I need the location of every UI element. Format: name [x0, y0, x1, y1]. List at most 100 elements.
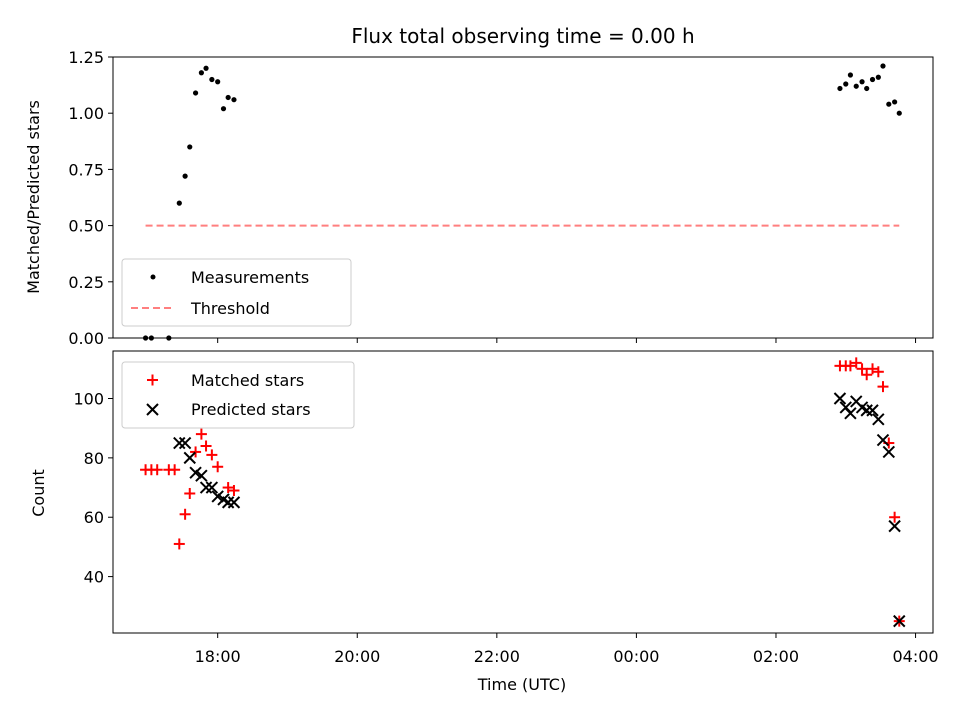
measurement-point [853, 83, 859, 89]
matched-star-point [151, 464, 163, 476]
bottom-x-tick-label: 04:00 [892, 647, 938, 666]
predicted-star-point [221, 496, 235, 509]
predicted-star-point [860, 404, 873, 417]
bottom-legend-box [121, 361, 355, 429]
top-panel: 0.00 0.25 0.50 0.75 1.00 1.25 Matched/Predict… [24, 48, 934, 348]
predicted-star-point [227, 496, 241, 509]
legend-matched-marker [147, 374, 158, 386]
matched-star-point [228, 485, 240, 497]
measurement-point [231, 97, 237, 103]
measurement-point [203, 65, 209, 71]
matched-star-point [222, 482, 234, 494]
bottom-legend: Matched stars Predicted stars [121, 361, 355, 429]
matched-star-point [856, 363, 868, 375]
predicted-star-point [833, 392, 847, 405]
measurement-point [198, 70, 204, 76]
matched-star-point [844, 360, 856, 372]
measurement-point [886, 101, 892, 107]
predicted-star-point [882, 445, 896, 459]
predicted-star-point [178, 436, 192, 450]
measurement-point [166, 335, 172, 341]
bottom-x-tick-label: 20:00 [334, 647, 380, 666]
matched-star-point [872, 366, 884, 378]
measurement-point [847, 72, 854, 78]
bottom-panel: 40 60 80 100 18:00 20:00 22:00 00:00 02:00 04:00… [29, 350, 939, 694]
measurement-point [864, 85, 870, 92]
top-data-layer [142, 63, 902, 341]
top-y-tick-label: 0.75 [68, 160, 104, 179]
measurement-point [220, 106, 227, 112]
bottom-y-tick-label: 40 [84, 568, 104, 587]
top-y-tick-label: 1.25 [68, 48, 104, 67]
matched-star-point [169, 464, 181, 476]
predicted-star-point [893, 614, 906, 628]
legend-predicted-marker [146, 403, 159, 416]
matched-star-point [173, 538, 185, 550]
predicted-star-point [211, 490, 224, 503]
bottom-y-tick-label: 80 [84, 449, 104, 468]
predicted-star-point [195, 469, 208, 482]
measurement-point [182, 173, 188, 179]
matched-star-point [184, 487, 196, 499]
measurement-point [875, 74, 881, 80]
measurement-point [225, 94, 231, 101]
top-y-axis-label: Matched/Predicted stars [24, 100, 43, 294]
top-legend-box [121, 258, 352, 327]
predicted-star-point [173, 436, 186, 450]
measurement-point [869, 76, 876, 83]
matched-star-point [200, 440, 212, 452]
measurement-point [209, 76, 215, 83]
measurement-point [148, 335, 154, 341]
measurement-point [215, 79, 221, 85]
matched-star-point [877, 381, 889, 393]
predicted-star-point [183, 451, 196, 465]
predicted-star-point [888, 519, 901, 533]
bottom-y-tick-label: 60 [84, 508, 104, 527]
matched-star-point [195, 428, 207, 440]
predicted-star-point [844, 407, 857, 420]
matched-star-point [889, 511, 901, 523]
top-y-tick-label: 1.00 [68, 104, 104, 123]
predicted-star-point [205, 481, 219, 494]
matched-star-point [179, 508, 191, 520]
bottom-data-layer [140, 357, 906, 628]
bottom-y-ticks: 40 60 80 100 [73, 389, 113, 587]
matched-star-point [190, 446, 202, 458]
top-y-tick-label: 0.00 [68, 329, 104, 348]
measurement-point [142, 335, 149, 341]
legend-measurements-label: Measurements [191, 268, 309, 287]
bottom-x-tick-label: 00:00 [613, 647, 659, 666]
legend-threshold-label: Threshold [190, 299, 270, 318]
top-legend: Measurements Threshold [121, 258, 352, 327]
matched-star-point [867, 363, 879, 375]
predicted-star-point [189, 466, 202, 479]
bottom-x-tick-label: 22:00 [474, 647, 520, 666]
measurement-point [192, 90, 199, 96]
top-x-ticks [217, 338, 917, 343]
measurement-point [880, 63, 886, 69]
legend-measurements-marker [150, 274, 156, 280]
measurement-point [859, 79, 865, 85]
measurement-point [843, 81, 849, 87]
legend-matched-label: Matched stars [191, 371, 304, 390]
bottom-x-ticks: 18:00 20:00 22:00 00:00 02:00 04:00 [195, 633, 939, 666]
top-axes-frame [112, 56, 934, 339]
matched-star-point [850, 357, 862, 369]
measurement-point [892, 99, 898, 105]
chart-title: Flux total observing time = 0.00 h [351, 24, 694, 48]
bottom-x-tick-label: 18:00 [195, 647, 241, 666]
x-axis-label: Time (UTC) [477, 675, 566, 694]
measurement-point [187, 144, 193, 150]
top-y-ticks: 0.00 0.25 0.50 0.75 1.00 1.25 [68, 48, 113, 348]
bottom-y-tick-label: 100 [73, 389, 104, 408]
predicted-star-point [199, 481, 213, 494]
top-y-tick-label: 0.50 [68, 217, 104, 236]
measurement-point [896, 110, 902, 116]
predicted-star-point [872, 413, 885, 426]
matched-star-point [861, 369, 873, 381]
bottom-x-tick-label: 02:00 [753, 647, 799, 666]
legend-predicted-label: Predicted stars [191, 400, 311, 419]
bottom-y-axis-label: Count [29, 469, 48, 517]
